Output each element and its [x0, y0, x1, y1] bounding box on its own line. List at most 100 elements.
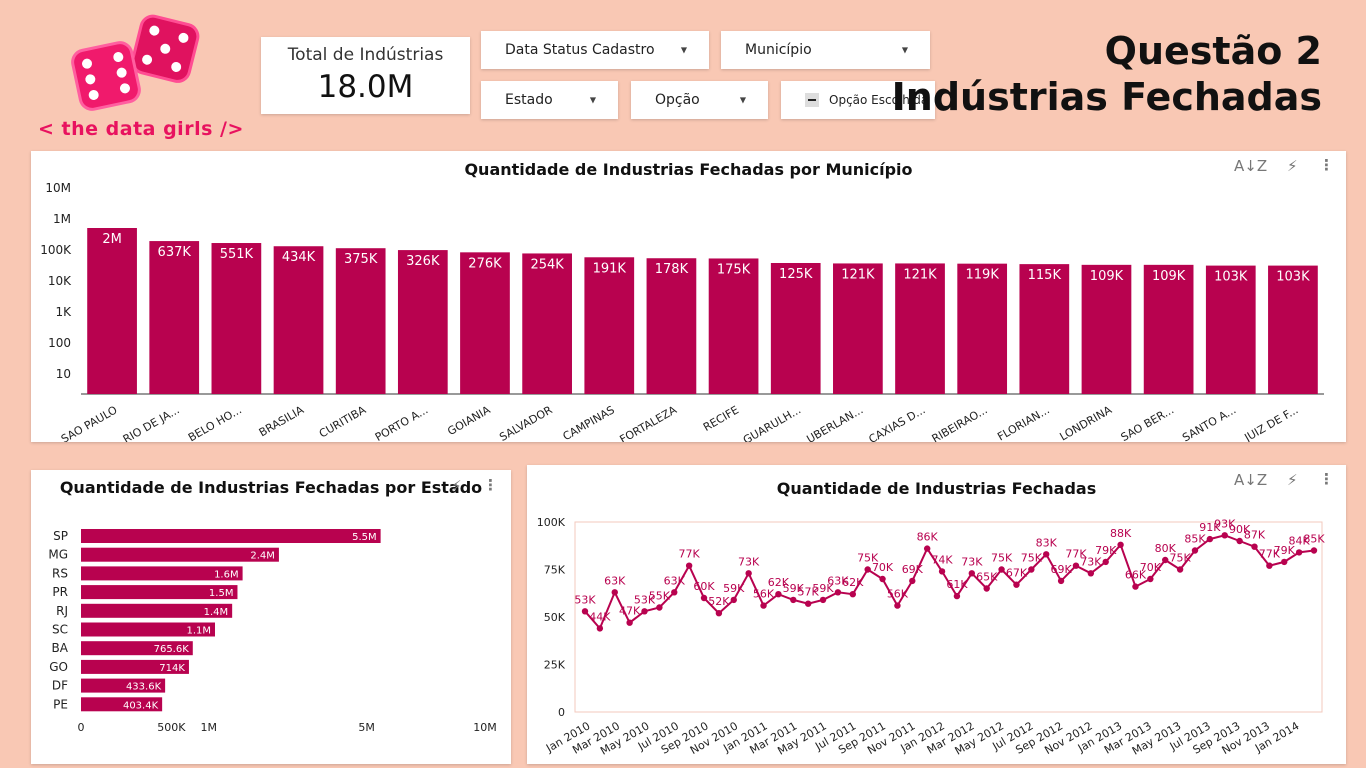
- y-tick-label: PR: [52, 585, 68, 599]
- data-point: [685, 562, 693, 569]
- bar: [273, 246, 324, 394]
- data-point: [1043, 551, 1050, 558]
- bar: [81, 547, 279, 562]
- bar-value-label: 637K: [158, 245, 192, 260]
- estado-chart-title: Quantidade de Industrias Fechadas por Es…: [59, 478, 483, 497]
- filter-opcao[interactable]: Opção ▼: [631, 81, 768, 119]
- estado-chart: SP 5.5M MG 2.4M RS 1.6M PR 1.5M RJ 1.4M SC 1.1M BA 76…: [48, 529, 497, 734]
- data-label: 65K: [976, 571, 998, 584]
- x-tick-label: SAO PAULO: [59, 403, 120, 442]
- filter-opcao-escolhida[interactable]: Opção Escolhida: [781, 81, 935, 119]
- data-label: 67K: [1006, 567, 1028, 580]
- kpi-label: Total de Indústrias: [287, 45, 444, 65]
- data-label: 88K: [1110, 527, 1132, 540]
- bar-value-label: 403.4K: [123, 700, 159, 711]
- x-tick-label: RIO DE JA...: [121, 403, 182, 442]
- sort-icon[interactable]: A↓Z: [1234, 471, 1268, 489]
- data-point: [775, 591, 782, 598]
- y-tick-label: 10: [56, 367, 71, 381]
- bar: [81, 566, 243, 581]
- bar: [81, 697, 163, 712]
- data-point: [715, 610, 723, 617]
- y-tick-label: PE: [53, 697, 68, 711]
- data-point: [1295, 549, 1303, 556]
- filter-data-status[interactable]: Data Status Cadastro ▼: [481, 31, 709, 69]
- bar-value-label: 434K: [282, 250, 316, 265]
- y-tick-label: 1K: [55, 305, 72, 319]
- kpi-card: Total de Indústrias 18.0M: [261, 37, 470, 114]
- data-label: 80K: [1155, 542, 1177, 555]
- data-label: 66K: [1125, 569, 1147, 582]
- bar: [81, 678, 166, 693]
- data-point: [1028, 566, 1035, 573]
- chevron-down-icon: ▼: [739, 95, 746, 105]
- bar: [1081, 264, 1132, 394]
- data-point: [611, 589, 618, 596]
- data-label: 73K: [961, 555, 983, 568]
- bar: [81, 603, 233, 618]
- data-label: 44K: [589, 610, 611, 623]
- data-point: [656, 604, 663, 611]
- data-label: 73K: [1080, 555, 1102, 568]
- bar: [460, 252, 510, 394]
- data-label: 75K: [1021, 552, 1043, 565]
- more-vert-icon[interactable]: ⋮: [483, 476, 498, 494]
- tempo-chart-title: Quantidade de Industrias Fechadas: [776, 479, 1097, 498]
- bar-value-label: 254K: [530, 257, 564, 272]
- y-tick-label: 100K: [40, 243, 72, 257]
- bar-value-label: 121K: [903, 267, 937, 282]
- data-point: [953, 592, 961, 600]
- bar: [895, 263, 945, 394]
- data-label: 57K: [798, 586, 820, 599]
- bar-value-label: 109K: [1090, 269, 1124, 284]
- data-label: 90K: [1229, 523, 1251, 536]
- x-tick-label: BRASILIA: [257, 403, 307, 439]
- bar-value-label: 125K: [779, 267, 813, 282]
- data-point: [968, 570, 976, 577]
- lightning-icon[interactable]: ⚡: [451, 477, 462, 495]
- more-vert-icon[interactable]: ⋮: [1319, 470, 1334, 488]
- data-point: [730, 596, 737, 604]
- bar: [81, 622, 215, 637]
- x-tick-label: CAMPINAS: [561, 403, 617, 442]
- y-tick-label: BA: [52, 641, 69, 655]
- lightning-icon[interactable]: ⚡: [1287, 471, 1298, 489]
- bar: [81, 585, 238, 600]
- x-tick-label: SAO BER...: [1119, 403, 1177, 442]
- data-label: 61K: [946, 578, 968, 591]
- y-tick-label: 100K: [537, 516, 566, 529]
- y-tick-label: DF: [52, 679, 68, 693]
- data-label: 83K: [1036, 536, 1058, 549]
- municipio-chart-card: Quantidade de Industrias Fechadas por Mu…: [31, 151, 1346, 442]
- bar: [646, 258, 697, 394]
- data-label: 56K: [887, 588, 909, 601]
- bar-value-label: 119K: [966, 268, 1000, 283]
- bar: [81, 529, 381, 543]
- data-point: [864, 566, 871, 573]
- x-tick-label: PORTO A...: [373, 403, 430, 442]
- bar-value-label: 714K: [159, 663, 185, 674]
- x-tick-label: 0: [78, 721, 85, 734]
- bar-value-label: 2.4M: [250, 551, 275, 562]
- data-label: 79K: [1095, 544, 1117, 557]
- data-label: 59K: [783, 582, 805, 595]
- data-label: 73K: [738, 555, 760, 568]
- bar-value-label: 551K: [220, 247, 254, 262]
- bar: [87, 228, 137, 394]
- more-vert-icon[interactable]: ⋮: [1319, 156, 1334, 174]
- filter-estado[interactable]: Estado ▼: [481, 81, 618, 119]
- bar-value-label: 326K: [406, 254, 440, 269]
- x-tick-label: 10M: [473, 721, 497, 734]
- lightning-icon[interactable]: ⚡: [1287, 157, 1298, 175]
- x-tick-label: RIBEIRAO...: [930, 403, 990, 442]
- filter-municipio[interactable]: Município ▼: [721, 31, 930, 69]
- sort-icon[interactable]: A↓Z: [1234, 157, 1268, 175]
- data-label: 63K: [664, 574, 686, 587]
- checkbox-icon[interactable]: [805, 93, 819, 107]
- data-point: [1087, 570, 1095, 577]
- brand-name: < the data girls />: [38, 118, 244, 140]
- bar-value-label: 175K: [717, 262, 751, 277]
- data-label: 75K: [991, 552, 1013, 565]
- x-tick-label: SALVADOR: [497, 403, 555, 442]
- estado-chart-card: Quantidade de Industrias Fechadas por Es…: [31, 470, 511, 764]
